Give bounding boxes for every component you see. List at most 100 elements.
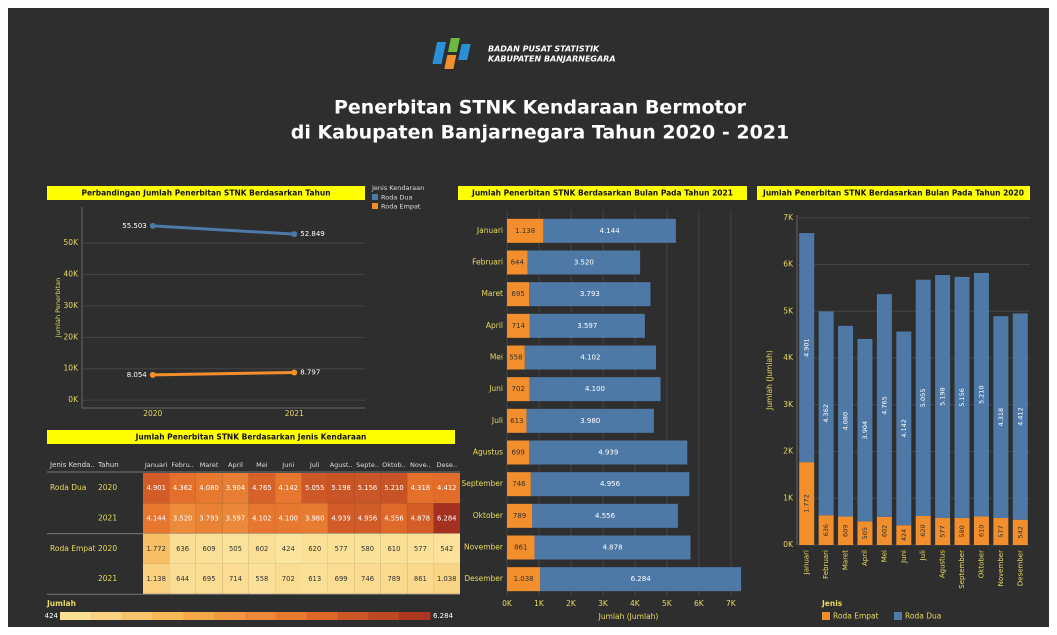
cell-label: 4.412 <box>437 484 456 492</box>
data-label: 746 <box>512 480 526 488</box>
point <box>149 222 156 229</box>
cell-label: 4.765 <box>252 484 271 492</box>
bar-segment <box>896 525 912 545</box>
data-label: 4.080 <box>842 412 850 431</box>
y-tick-label: 40K <box>64 270 80 279</box>
color-legend-title: Jumlah <box>46 599 76 608</box>
legend-label: Roda Dua <box>381 194 413 202</box>
cell-label: 3.904 <box>226 484 245 492</box>
x-tick-label: Maret <box>842 550 850 570</box>
data-label: 644 <box>511 259 525 267</box>
data-label: 4.939 <box>598 449 618 457</box>
x-tick-label: Juni <box>900 550 908 564</box>
x-tick-label: Agustus <box>939 550 947 578</box>
bar-segment <box>838 516 854 545</box>
data-label: 55.503 <box>122 222 147 230</box>
y-tick-label: 6K <box>783 260 794 269</box>
y-tick-label: Mei <box>490 353 503 362</box>
heat-cell <box>143 503 170 534</box>
chart-title: Perbandingan Jumlah Penerbitan STNK Berd… <box>81 189 330 198</box>
cell-label: 505 <box>229 545 242 553</box>
heat-cell <box>248 503 276 534</box>
x-tick-label: 5K <box>662 599 673 608</box>
color-legend-step <box>214 612 246 620</box>
heat-cell <box>301 563 328 595</box>
heat-cell <box>380 473 408 504</box>
color-legend-label: 424 <box>45 612 59 620</box>
legend-title: Jenis <box>821 599 843 608</box>
column-header: Maret <box>200 461 219 469</box>
bar-segment <box>973 516 989 545</box>
data-label: 695 <box>511 290 524 298</box>
x-tick-label: Oktober <box>977 550 985 578</box>
x-tick-label: September <box>958 550 966 589</box>
bar-segment <box>507 567 541 592</box>
cell-label: 861 <box>414 575 427 583</box>
cell-label: 613 <box>308 575 321 583</box>
heat-cell <box>327 533 355 564</box>
bar-segment <box>524 345 656 370</box>
x-tick-label: 2021 <box>285 409 304 418</box>
bar-segment <box>529 377 661 402</box>
bar-segment <box>973 272 989 517</box>
cell-label: 5.210 <box>384 484 403 492</box>
color-legend-step <box>245 612 277 620</box>
heat-cell <box>222 563 249 595</box>
cell-label: 5.055 <box>305 484 324 492</box>
data-label: 5.210 <box>977 385 985 404</box>
cell-label: 424 <box>282 545 295 553</box>
bar-segment <box>876 294 892 517</box>
data-label: 620 <box>919 524 927 536</box>
heat-cell <box>169 533 196 564</box>
heat-cell <box>143 473 170 504</box>
color-legend-step <box>60 612 92 620</box>
color-legend-step <box>306 612 338 620</box>
color-legend-step <box>121 612 153 620</box>
bar-segment <box>529 440 688 465</box>
bar-segment <box>915 516 931 545</box>
bar-segment <box>532 503 678 528</box>
line <box>152 371 295 377</box>
data-label: 4.362 <box>822 404 830 423</box>
data-label: 714 <box>512 322 526 330</box>
bar-segment <box>507 218 544 243</box>
legend-swatch <box>372 203 378 209</box>
heat-cell <box>275 533 302 564</box>
bar-segment <box>799 233 815 463</box>
cell-label: 4.318 <box>411 484 430 492</box>
y-axis-label: Jumlah Penerbitan <box>54 278 62 338</box>
heat-cell <box>169 503 196 534</box>
heat-cell <box>407 533 434 564</box>
title-bar <box>757 186 1030 200</box>
cell-label: 4.878 <box>411 514 430 522</box>
data-label: 4.102 <box>580 354 600 362</box>
heat-cell <box>222 503 249 534</box>
year-label: 2021 <box>98 574 117 583</box>
data-label: 558 <box>509 354 522 362</box>
year-label: 2021 <box>98 513 117 522</box>
x-tick-label: Mei <box>880 550 888 562</box>
color-legend-step <box>368 612 400 620</box>
data-label: 861 <box>514 544 527 552</box>
data-label: 424 <box>900 529 908 541</box>
cell-label: 1.772 <box>146 545 165 553</box>
y-tick-label: 20K <box>64 332 80 341</box>
x-tick-label: 0K <box>502 599 513 608</box>
data-label: 3.904 <box>861 421 869 440</box>
heat-cell <box>143 533 170 564</box>
logo <box>432 38 471 69</box>
bar-segment <box>507 377 530 402</box>
heat-cell <box>248 533 276 564</box>
group-label: Roda Dua <box>50 483 86 492</box>
cell-label: 3.980 <box>305 514 324 522</box>
point <box>291 369 298 376</box>
heat-cell <box>354 503 381 534</box>
bar-segment <box>529 282 651 307</box>
bar-segment <box>935 275 951 519</box>
bar-segment <box>540 567 742 592</box>
y-tick-label: Agustus <box>473 448 503 457</box>
heat-cell <box>354 533 381 564</box>
bar-segment <box>543 218 676 243</box>
cell-label: 610 <box>387 545 400 553</box>
y-tick-label: 5K <box>783 306 794 315</box>
